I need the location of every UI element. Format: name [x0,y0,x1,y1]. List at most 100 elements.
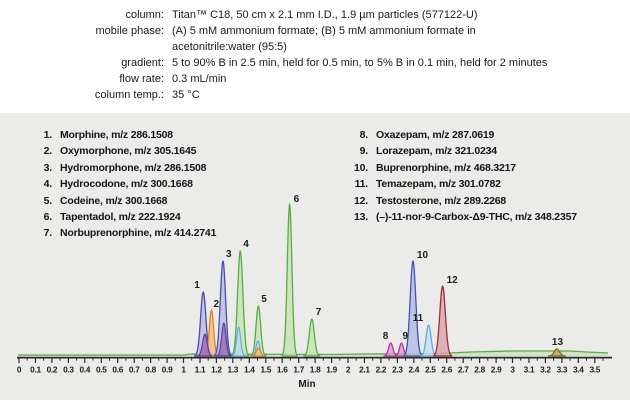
legend-item-text: Oxazepam, m/z 287.0619 [376,129,495,141]
peak-5 [250,305,267,357]
x-axis-tick-label: 1.1 [195,365,206,375]
peak-label-13: 13 [552,337,564,348]
legend-item-text: Morphine, m/z 286.1508 [60,129,173,141]
peak-7 [303,318,321,357]
legend-item: 1. Morphine, m/z 286.1508 [30,127,216,143]
method-row-gradient: gradient: 5 to 90% B in 2.5 min, held fo… [0,55,630,71]
legend-item-number: 9. [359,145,369,158]
method-row-flow-rate: flow rate: 0.3 mL/min [0,71,630,87]
legend-item-number: 12. [354,194,368,207]
compound-legend-left: 1. Morphine, m/z 286.1508 2. Oxymorphone, m… [30,127,217,242]
peak-label-1: 1 [194,280,200,291]
peak-label-7: 7 [316,307,322,318]
x-axis-tick-label: 2.1 [359,365,370,375]
peak-6 [281,203,298,357]
legend-item: 12. Testosterone, m/z 289.2268 [346,193,577,209]
method-label: column: [125,9,164,21]
legend-item: 6. Tapentadol, m/z 222.1924 [30,209,216,225]
method-value: (A) 5 mM ammonium formate; (B) 5 mM ammo… [172,25,476,37]
legend-item-number: 11. [354,178,369,191]
legend-item-number: 1. [43,129,53,141]
baseline-fill [19,351,608,356]
method-row-column: column: Titan™ C18, 50 cm x 2.1 mm I.D.,… [0,7,630,23]
x-axis-tick-label: 2.8 [474,365,485,375]
x-axis-tick-label: 0.9 [162,365,173,375]
x-axis-tick-label: 1.4 [244,365,255,375]
x-axis-tick-label: 1.3 [227,365,238,375]
x-axis-tick-label: 3.4 [573,365,584,375]
method-value: 5 to 90% B in 2.5 min, held for 0.5 min,… [172,57,548,69]
legend-item: 5. Codeine, m/z 300.1668 [30,193,216,209]
legend-item-text: Hydrocodone, m/z 300.1668 [60,178,193,191]
legend-item-number: 13. [354,211,368,224]
x-axis-tick-label: 0.1 [30,365,41,375]
x-axis-tick-label: 1.7 [293,365,304,375]
x-axis-tick-label: 0.5 [96,365,107,375]
x-axis-tick-label: 2.3 [392,365,403,375]
coeluting-peak-1 [196,333,213,357]
legend-item: 2. Oxymorphone, m/z 305.1645 [30,143,216,159]
peak-label-3: 3 [226,249,232,260]
x-axis-tick-label: 1 [181,365,186,375]
legend-item-text: Codeine, m/z 300.1668 [60,194,168,207]
compound-legend-right: 8. Oxazepam, m/z 287.0619 9. Lorazepam, m/z… [346,127,577,225]
legend-item-text: Hydromorphone, m/z 286.1508 [60,161,207,174]
legend-item-number: 3. [43,161,53,174]
x-axis-tick-label: 2.7 [458,365,469,375]
legend-item-text: Testosterone, m/z 289.2268 [376,194,507,207]
chromatogram-panel: 1. Morphine, m/z 286.1508 2. Oxymorphone, m… [0,113,630,400]
peak-13 [547,348,566,357]
legend-item-number: 2. [43,145,53,158]
x-axis-tick-label: 2.4 [408,365,419,375]
x-axis-tick-label: 0 [17,365,22,375]
x-axis-tick-label: 1.5 [260,365,271,375]
x-axis-tick-label: 1.8 [310,365,321,375]
coeluting-peak-5 [251,347,266,357]
x-axis-tick-label: 1.6 [277,365,288,375]
x-axis-tick-label: 0.8 [145,365,156,375]
method-value: Titan™ C18, 50 cm x 2.1 mm I.D., 1.9 µm … [172,9,478,21]
x-axis-tick-label: 3.3 [557,365,568,375]
legend-item-number: 5. [43,194,53,207]
coeluting-peak-2 [216,322,232,357]
x-axis-tick-label: 2.9 [491,365,502,375]
legend-item: 13. (–)-11-nor-9-Carbox-Δ9-THC, m/z 348.2… [346,209,577,225]
method-label [0,39,172,55]
legend-item-text: Lorazepam, m/z 321.0234 [376,145,497,158]
method-label: mobile phase: [95,25,165,37]
method-value: acetonitrile:water (95:5) [172,41,287,53]
x-axis-tick-label: 2 [346,365,351,375]
legend-item-number: 7. [43,227,53,240]
x-axis-tick-label: 3.5 [589,365,600,375]
legend-item: 4. Hydrocodone, m/z 300.1668 [30,176,216,192]
x-axis-tick-label: 3 [510,365,515,375]
coeluting-peak-3 [231,326,246,357]
peak-label-6: 6 [294,194,300,205]
legend-item: 3. Hydromorphone, m/z 286.1508 [30,160,216,176]
peak-3 [213,260,233,357]
method-row-mobile-phase: mobile phase: (A) 5 mM ammonium formate;… [0,23,630,39]
x-axis-tick-label: 3.2 [540,365,551,375]
peak-label-2: 2 [214,299,220,310]
method-label: gradient: [121,57,164,69]
method-label: flow rate: [119,73,164,85]
legend-item-number: 10. [354,161,368,174]
legend-item: 8. Oxazepam, m/z 287.0619 [346,127,577,143]
legend-item-text: Temazepam, m/z 301.0782 [376,178,501,191]
x-axis-tick-label: 1.9 [326,365,337,375]
x-axis-title: Min [298,379,315,390]
legend-item-text: Oxymorphone, m/z 305.1645 [60,145,197,158]
peak-4 [231,250,250,357]
x-axis-tick-label: 0.6 [112,365,123,375]
x-axis-tick-label: 3.1 [524,365,535,375]
method-header: column: Titan™ C18, 50 cm x 2.1 mm I.D.,… [0,7,630,103]
peak-label-8: 8 [383,331,389,342]
method-value: 35 °C [172,89,200,101]
legend-item-number: 4. [43,178,53,191]
peak-label-9: 9 [403,331,409,342]
legend-item-text: Norbuprenorphine, m/z 414.2741 [60,227,217,240]
peak-8 [383,342,399,357]
peak-label-5: 5 [261,294,267,305]
legend-item: 10. Buprenorphine, m/z 468.3217 [346,160,577,176]
